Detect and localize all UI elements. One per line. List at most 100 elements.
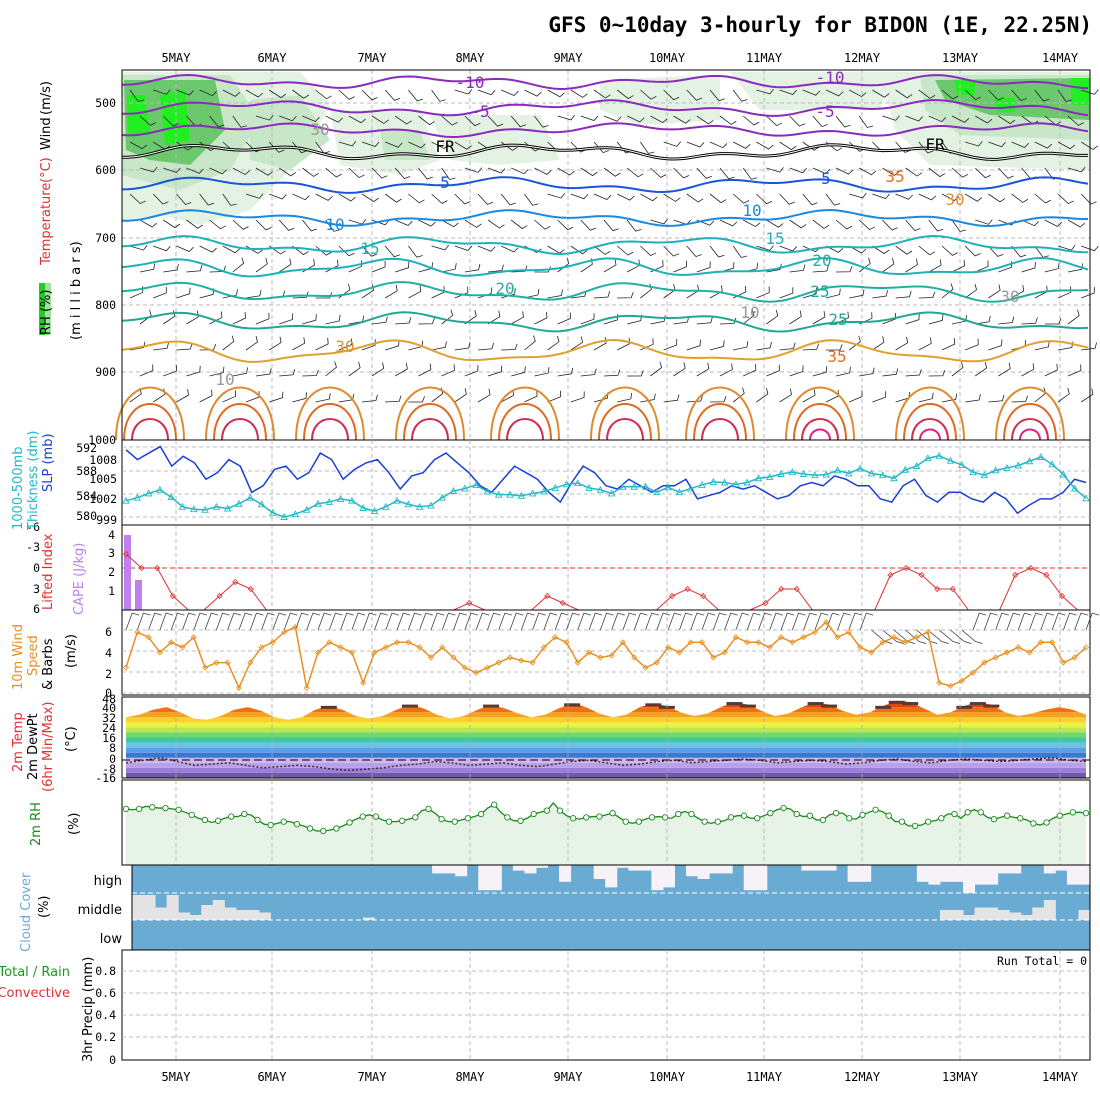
cloud-high-bar	[812, 865, 826, 871]
rh2m-point	[149, 804, 156, 811]
wind-barb	[199, 193, 215, 206]
rh2m-point	[280, 818, 287, 825]
temperature-peak	[956, 705, 973, 709]
cloud-high-bar	[951, 865, 964, 882]
thickness-series-point	[122, 496, 130, 504]
wind10-barb	[441, 612, 456, 631]
wind-barb	[487, 167, 506, 174]
wind10-point	[834, 634, 841, 641]
wind-barb	[709, 193, 727, 204]
wind-barb	[315, 337, 329, 351]
temperature-peak	[983, 704, 1000, 708]
wind-barb	[858, 115, 874, 128]
wind-barb	[742, 309, 755, 325]
precip-tick: 0.6	[95, 986, 116, 1000]
cloud-high-bar	[512, 865, 525, 871]
wind-barb	[974, 167, 991, 179]
lifted-index-tick: 6	[33, 602, 40, 616]
wind10-barb	[927, 629, 949, 644]
thickness-series-point	[449, 487, 458, 494]
wind-barb	[245, 336, 258, 351]
wind-barb	[732, 387, 745, 403]
contour-label: 15	[360, 239, 379, 258]
wind-barb	[534, 367, 550, 377]
cloud-middle-bar	[132, 895, 145, 920]
date-label-top: 5MAY	[162, 51, 192, 65]
thickness-series-point	[156, 485, 164, 493]
wind-barb	[385, 141, 403, 148]
wind-barb	[1034, 89, 1050, 102]
rh2m-point	[175, 806, 182, 813]
wind-barb	[278, 258, 292, 273]
wind-barb	[315, 292, 333, 299]
wind10-point	[1071, 654, 1078, 661]
wind10-point	[845, 629, 852, 636]
wind-barb	[524, 89, 542, 97]
wind-barb	[928, 314, 944, 325]
wind-barb	[918, 89, 936, 99]
temperature-dome	[793, 403, 847, 441]
wind10-tick: 0	[105, 686, 112, 700]
thickness-series-point	[201, 505, 209, 513]
wind-barb	[302, 115, 320, 122]
wind-barb	[441, 167, 456, 180]
thickness-series-point	[1048, 460, 1056, 468]
cloud-low-label: low	[100, 932, 123, 947]
wind-barb	[640, 89, 657, 100]
wind10-barb	[419, 612, 433, 631]
wind-barb	[905, 313, 920, 325]
thickness-series-point	[348, 496, 356, 504]
thickness-series-point	[257, 500, 266, 508]
wind-barb	[153, 245, 171, 252]
wind-barb	[268, 336, 282, 351]
cloud-high-bar	[859, 865, 872, 882]
wind-barb	[255, 219, 272, 231]
cloud-high-bar	[443, 865, 456, 874]
wind-barb	[232, 167, 250, 176]
cloud-high-bar	[720, 865, 733, 874]
wind-barb	[766, 167, 784, 173]
wind-barb	[385, 339, 400, 351]
wind10-point	[755, 639, 762, 646]
lifted-index-point	[216, 592, 223, 600]
thickness-series-point	[946, 456, 955, 464]
rh2m-point	[320, 827, 327, 835]
rh-shading	[380, 130, 430, 160]
wind-barb	[1057, 89, 1072, 102]
wind-barb	[593, 245, 611, 255]
wind-barb	[673, 167, 690, 179]
temperature-tick: 24	[102, 721, 116, 735]
wind-barb	[510, 219, 528, 230]
wind-barb	[709, 285, 723, 299]
lifted-index-point	[138, 564, 145, 572]
thickness-series-point	[845, 469, 853, 477]
wind-barb	[441, 263, 457, 273]
cloud-middle-bar	[1009, 912, 1022, 920]
thickness-series-point	[935, 451, 943, 459]
contour-label: 15	[765, 229, 784, 248]
wind-barb	[431, 141, 449, 150]
wind-barb	[779, 141, 797, 151]
wind10-point	[777, 634, 785, 641]
wind-barb	[371, 362, 385, 377]
wind-barb	[139, 166, 158, 173]
thickness-series-point	[178, 502, 187, 510]
wind-barb	[882, 167, 900, 176]
dewpoint-line	[125, 756, 1087, 772]
contour-label: 10	[742, 201, 761, 220]
wind-barb	[1080, 193, 1097, 205]
temperature-dome	[205, 386, 275, 441]
wind-barb	[454, 286, 469, 299]
cloud-high-bar	[1078, 865, 1091, 885]
wind-barb	[511, 265, 528, 273]
contour-label: 30	[335, 337, 354, 356]
wind-barb	[255, 257, 268, 273]
wind-barb	[988, 89, 1004, 101]
cloud-middle-bar	[201, 905, 214, 920]
rh2m-point	[162, 804, 169, 812]
wind10-barb	[453, 612, 467, 631]
temperature-peak	[888, 700, 905, 704]
wind-barb	[408, 89, 424, 102]
wind-barb	[232, 312, 246, 325]
wind-barb	[975, 315, 991, 325]
